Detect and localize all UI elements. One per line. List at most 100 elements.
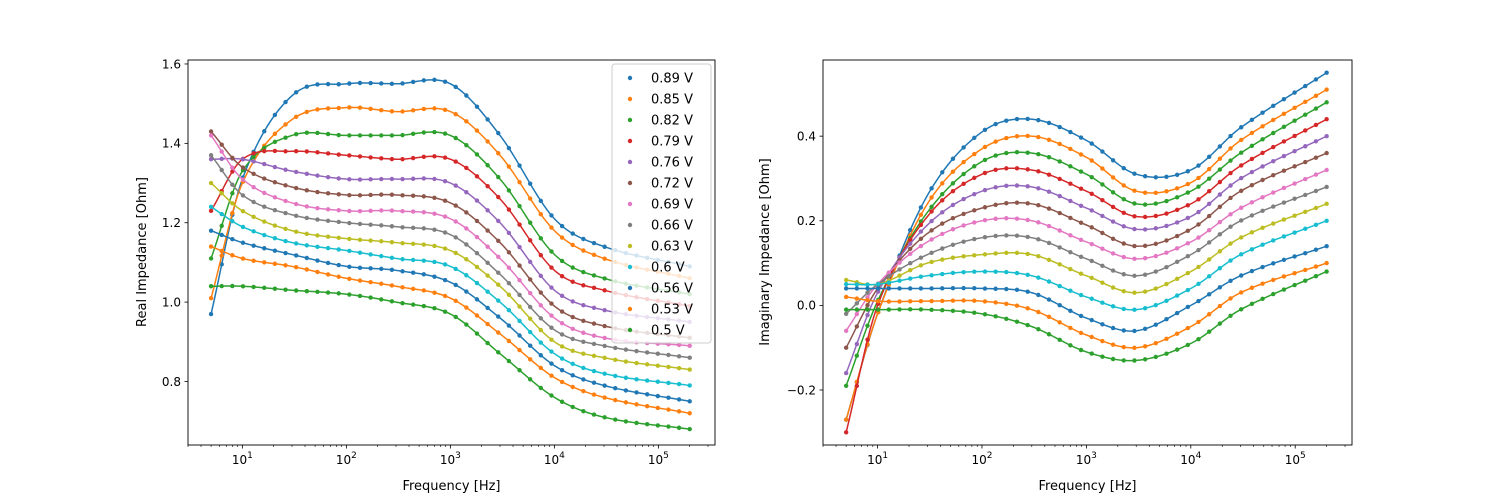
data-point	[1249, 301, 1255, 307]
data-point	[1324, 269, 1329, 274]
data-point	[506, 250, 512, 255]
data-point	[1153, 226, 1158, 231]
data-point	[517, 304, 522, 309]
data-point	[1142, 256, 1148, 261]
data-point	[559, 356, 565, 361]
data-point	[325, 260, 331, 266]
data-point	[982, 205, 988, 210]
data-point	[1185, 325, 1191, 331]
data-point	[1185, 215, 1191, 221]
legend-item-0-69-v: 0.69 V	[627, 198, 693, 213]
data-point	[219, 167, 224, 173]
data-point	[357, 250, 363, 255]
data-point	[410, 193, 416, 198]
data-point	[623, 388, 629, 393]
data-point	[1303, 176, 1308, 182]
data-point	[517, 244, 522, 250]
data-point	[865, 286, 870, 291]
data-point	[410, 302, 416, 307]
data-point	[1206, 257, 1212, 262]
data-point	[272, 139, 278, 145]
data-point	[1068, 308, 1073, 314]
data-point	[1132, 226, 1137, 232]
legend-label: 0.82 V	[651, 114, 693, 129]
legend-label: 0.69 V	[651, 198, 693, 213]
data-point	[1036, 326, 1041, 332]
data-point	[474, 313, 480, 318]
data-point	[549, 361, 554, 366]
data-point	[1174, 195, 1180, 200]
data-point	[485, 228, 490, 233]
data-point	[1271, 158, 1276, 164]
data-point	[1174, 293, 1180, 298]
data-point	[950, 156, 956, 161]
data-point	[1292, 164, 1297, 169]
data-point	[929, 218, 934, 224]
data-point	[1196, 247, 1201, 253]
data-point	[993, 153, 998, 158]
fit-line-0-5-v	[846, 270, 1327, 362]
data-point	[972, 191, 977, 197]
data-point	[538, 365, 544, 371]
data-point	[972, 310, 977, 315]
data-point	[666, 424, 671, 429]
data-point	[1228, 278, 1233, 284]
data-point	[496, 282, 501, 287]
data-point	[1036, 275, 1041, 280]
data-point	[1068, 198, 1073, 204]
data-point	[1281, 234, 1287, 239]
data-point	[315, 82, 320, 87]
data-point	[325, 191, 331, 196]
data-point	[1206, 240, 1212, 245]
data-point	[581, 330, 586, 335]
data-point	[993, 202, 998, 208]
data-point	[929, 307, 934, 312]
data-point	[1046, 172, 1052, 177]
data-point	[379, 81, 384, 86]
data-point	[549, 249, 554, 254]
data-point	[208, 180, 214, 186]
data-point	[1206, 329, 1212, 334]
data-point	[1174, 220, 1180, 225]
data-point	[262, 260, 267, 265]
data-point	[1153, 322, 1158, 327]
legend-marker	[627, 180, 633, 186]
data-point	[1313, 188, 1319, 194]
data-point	[1303, 278, 1308, 283]
data-point	[1292, 282, 1297, 288]
data-point	[961, 239, 966, 244]
data-point	[843, 345, 849, 350]
data-point	[272, 164, 278, 170]
data-point	[293, 288, 299, 293]
data-point	[389, 283, 395, 288]
data-point	[1153, 175, 1158, 180]
data-point	[464, 322, 469, 327]
data-point	[1271, 261, 1276, 266]
data-point	[517, 203, 522, 209]
data-point	[1260, 281, 1265, 286]
data-point	[1324, 201, 1329, 207]
data-point	[1089, 208, 1094, 213]
data-point	[940, 257, 945, 262]
data-point	[506, 358, 512, 364]
data-point	[897, 307, 902, 312]
data-point	[581, 318, 586, 324]
data-point	[655, 351, 661, 356]
data-point	[602, 288, 607, 293]
data-point	[1303, 144, 1308, 149]
data-point	[208, 311, 214, 317]
data-point	[961, 269, 966, 275]
data-point	[464, 305, 469, 310]
data-point	[527, 304, 533, 310]
data-point	[336, 291, 341, 296]
data-point	[1046, 257, 1052, 263]
data-point	[347, 236, 352, 242]
data-point	[400, 301, 405, 306]
data-point	[961, 196, 966, 202]
data-point	[1100, 213, 1105, 219]
data-point	[272, 236, 278, 241]
data-point	[854, 301, 860, 306]
data-point	[843, 328, 849, 333]
data-point	[421, 242, 427, 247]
data-point	[1153, 201, 1158, 206]
